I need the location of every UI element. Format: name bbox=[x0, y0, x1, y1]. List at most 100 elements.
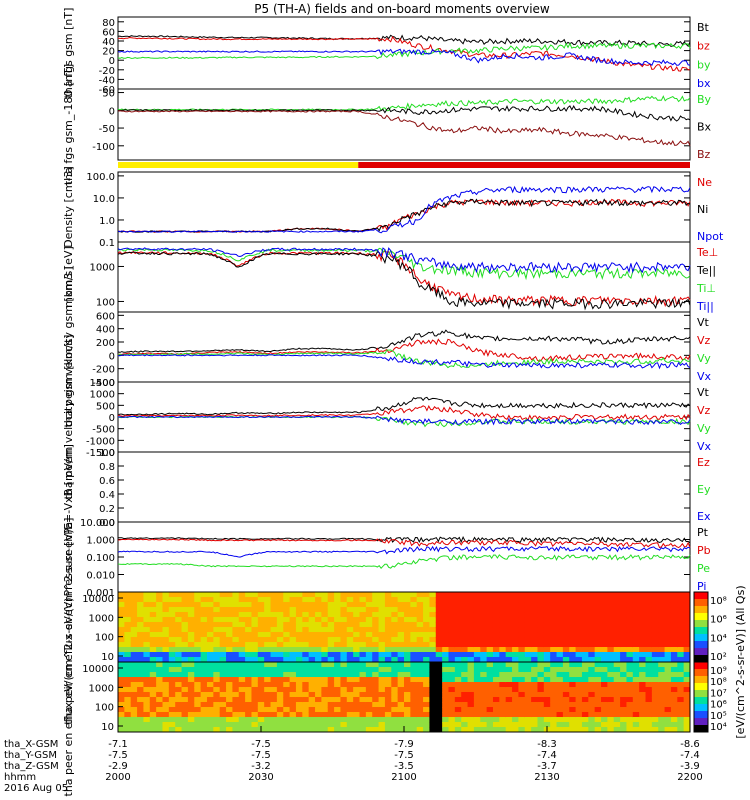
colorbar-swatch bbox=[694, 711, 708, 719]
heatmap-cell bbox=[664, 722, 672, 728]
heatmap-cell bbox=[531, 722, 538, 728]
series-line-2 bbox=[117, 105, 691, 122]
heatmap-cell bbox=[118, 632, 125, 638]
heatmap-cell bbox=[670, 612, 678, 618]
heatmap-cell bbox=[473, 687, 481, 693]
heatmap-cell bbox=[613, 722, 621, 728]
heatmap-cell bbox=[264, 627, 272, 633]
heatmap-cell bbox=[283, 677, 291, 683]
heatmap-cell bbox=[569, 607, 577, 613]
heatmap-cell bbox=[658, 617, 666, 623]
heatmap-cell bbox=[321, 722, 329, 728]
heatmap-cell bbox=[543, 657, 551, 663]
heatmap-cell bbox=[639, 607, 647, 613]
heatmap-cell bbox=[670, 687, 678, 693]
heatmap-cell bbox=[213, 652, 221, 658]
heatmap-cell bbox=[639, 687, 647, 693]
heatmap-cell bbox=[264, 622, 272, 628]
heatmap-cell bbox=[283, 617, 291, 623]
heatmap-cell bbox=[245, 637, 252, 643]
heatmap-cell bbox=[537, 707, 545, 713]
heatmap-cell bbox=[143, 687, 151, 693]
heatmap-cell bbox=[391, 667, 399, 673]
heatmap-cell bbox=[187, 657, 195, 663]
heatmap-cell bbox=[187, 722, 195, 728]
heatmap-cell bbox=[124, 647, 132, 653]
heatmap-cell bbox=[391, 662, 399, 668]
heatmap-cell bbox=[251, 617, 259, 623]
heatmap-cell bbox=[302, 662, 310, 668]
legend-entry: Vy bbox=[697, 352, 711, 365]
heatmap-cell bbox=[264, 652, 272, 658]
heatmap-cell bbox=[137, 727, 144, 733]
heatmap-cell bbox=[365, 622, 373, 628]
heatmap-cell bbox=[670, 657, 678, 663]
colorbar-label: [eV/(cm^2-s-sr-eV)] (All Qs) bbox=[734, 585, 747, 738]
heatmap-cell bbox=[423, 657, 430, 663]
heatmap-cell bbox=[334, 692, 341, 698]
heatmap-cell bbox=[448, 597, 456, 603]
heatmap-cell bbox=[340, 647, 348, 653]
heatmap-cell bbox=[524, 592, 532, 598]
heatmap-cell bbox=[384, 677, 392, 683]
heatmap-cell bbox=[461, 692, 469, 698]
heatmap-cell bbox=[492, 647, 500, 653]
heatmap-cell bbox=[550, 647, 558, 653]
heatmap-cell bbox=[175, 692, 183, 698]
heatmap-cell bbox=[124, 602, 132, 608]
heatmap-cell bbox=[200, 712, 208, 718]
heatmap-cell bbox=[175, 627, 183, 633]
heatmap-cell bbox=[200, 642, 208, 648]
heatmap-cell bbox=[118, 727, 125, 733]
heatmap-cell bbox=[442, 677, 449, 683]
heatmap-cell bbox=[524, 697, 532, 703]
heatmap-cell bbox=[575, 652, 583, 658]
legend-entry: Te⊥ bbox=[696, 246, 718, 259]
heatmap-cell bbox=[283, 717, 291, 723]
heatmap-cell bbox=[480, 622, 488, 628]
heatmap-cell bbox=[620, 692, 627, 698]
heatmap-cell bbox=[569, 632, 577, 638]
heatmap-cell bbox=[492, 622, 500, 628]
heatmap-cell bbox=[505, 627, 513, 633]
heatmap-cell bbox=[575, 627, 583, 633]
heatmap-cell bbox=[308, 717, 316, 723]
heatmap-cell bbox=[384, 642, 392, 648]
heatmap-cell bbox=[118, 637, 125, 643]
heatmap-cell bbox=[226, 702, 233, 708]
heatmap-cell bbox=[206, 602, 214, 608]
heatmap-cell bbox=[651, 602, 659, 608]
heatmap-cell bbox=[486, 667, 494, 673]
heatmap-cell bbox=[607, 642, 615, 648]
heatmap-cell bbox=[404, 637, 411, 643]
heatmap-cell bbox=[562, 717, 570, 723]
heatmap-cell bbox=[537, 722, 545, 728]
heatmap-cell bbox=[391, 592, 399, 598]
heatmap-cell bbox=[289, 722, 297, 728]
heatmap-cell bbox=[620, 637, 627, 643]
heatmap-cell bbox=[594, 717, 602, 723]
heatmap-cell bbox=[162, 657, 170, 663]
heatmap-cell bbox=[601, 682, 608, 688]
heatmap-cell bbox=[556, 612, 564, 618]
heatmap-cell bbox=[480, 592, 488, 598]
heatmap-cell bbox=[537, 637, 545, 643]
series-line-4 bbox=[117, 247, 691, 274]
heatmap-cell bbox=[257, 622, 265, 628]
heatmap-cell bbox=[334, 607, 341, 613]
heatmap-cell bbox=[651, 697, 659, 703]
heatmap-cell bbox=[639, 642, 647, 648]
y-tick-label: 0.0 bbox=[99, 518, 115, 529]
heatmap-cell bbox=[181, 657, 189, 663]
heatmap-cell bbox=[556, 727, 564, 733]
heatmap-cell bbox=[639, 682, 647, 688]
panel-ylabel: tha peim velocity gsm [km/s] bbox=[62, 266, 75, 427]
heatmap-cell bbox=[340, 657, 348, 663]
heatmap-cell bbox=[143, 597, 151, 603]
heatmap-cell bbox=[295, 652, 303, 658]
heatmap-cell bbox=[594, 662, 602, 668]
heatmap-cell bbox=[620, 607, 627, 613]
heatmap-cell bbox=[569, 662, 577, 668]
legend-entry: Bt bbox=[697, 21, 710, 34]
